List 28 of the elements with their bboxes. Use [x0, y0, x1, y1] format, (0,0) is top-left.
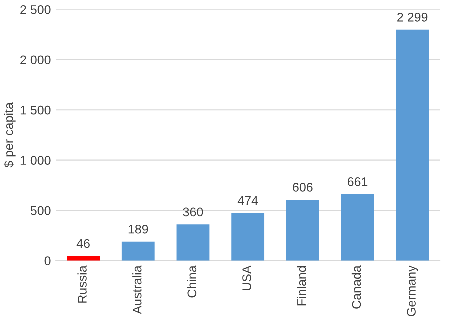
- bar: [176, 224, 210, 261]
- x-tick-label: Germany: [407, 266, 418, 316]
- y-axis-title: $ per capita: [4, 102, 16, 168]
- x-tick-label: Russia: [78, 266, 87, 303]
- y-tick-label: 2 500: [20, 5, 51, 14]
- x-tick-label: Canada: [352, 266, 362, 309]
- data-label: 606: [293, 183, 313, 192]
- y-tick-label: 0: [44, 256, 51, 266]
- bar: [396, 30, 430, 261]
- data-label: 189: [128, 224, 148, 234]
- bar: [286, 200, 320, 261]
- y-tick-label: 2 000: [20, 56, 51, 65]
- bar: [232, 213, 265, 261]
- x-tick-label: USA: [242, 266, 252, 290]
- bar: [341, 194, 374, 261]
- x-tick-label: China: [187, 266, 197, 298]
- y-tick-label: 1 500: [20, 106, 51, 115]
- bar: [122, 242, 155, 261]
- data-label: 360: [183, 208, 204, 217]
- data-label: 661: [348, 178, 368, 186]
- x-tick-label: Finland: [297, 266, 306, 306]
- data-label: 474: [238, 196, 258, 206]
- bar: [67, 256, 100, 261]
- data-label: 2 299: [398, 12, 428, 22]
- y-tick-label: 500: [30, 206, 51, 216]
- data-label: 46: [76, 239, 90, 248]
- y-tick-label: 1 000: [20, 156, 51, 166]
- x-tick-label: Australia: [132, 266, 142, 314]
